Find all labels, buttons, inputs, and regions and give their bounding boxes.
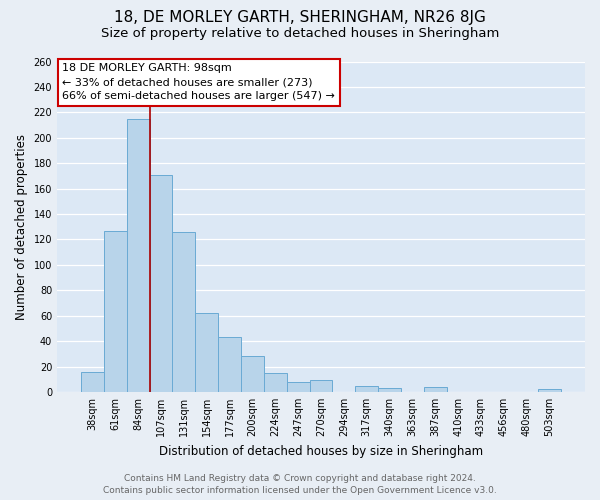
Bar [424,387,447,392]
Bar [287,382,310,392]
Bar [310,380,332,392]
Bar [127,118,149,392]
Bar [81,372,104,392]
Text: 18, DE MORLEY GARTH, SHERINGHAM, NR26 8JG: 18, DE MORLEY GARTH, SHERINGHAM, NR26 8J… [114,10,486,25]
Bar [264,373,287,392]
Bar [538,390,561,392]
Bar [172,232,196,392]
Text: Size of property relative to detached houses in Sheringham: Size of property relative to detached ho… [101,28,499,40]
Bar [241,356,264,392]
Bar [104,230,127,392]
Bar [196,313,218,392]
Bar [218,338,241,392]
Bar [149,174,172,392]
Text: 18 DE MORLEY GARTH: 98sqm
← 33% of detached houses are smaller (273)
66% of semi: 18 DE MORLEY GARTH: 98sqm ← 33% of detac… [62,63,335,101]
Bar [378,388,401,392]
Y-axis label: Number of detached properties: Number of detached properties [15,134,28,320]
Text: Contains HM Land Registry data © Crown copyright and database right 2024.
Contai: Contains HM Land Registry data © Crown c… [103,474,497,495]
Bar [355,386,378,392]
X-axis label: Distribution of detached houses by size in Sheringham: Distribution of detached houses by size … [159,444,483,458]
